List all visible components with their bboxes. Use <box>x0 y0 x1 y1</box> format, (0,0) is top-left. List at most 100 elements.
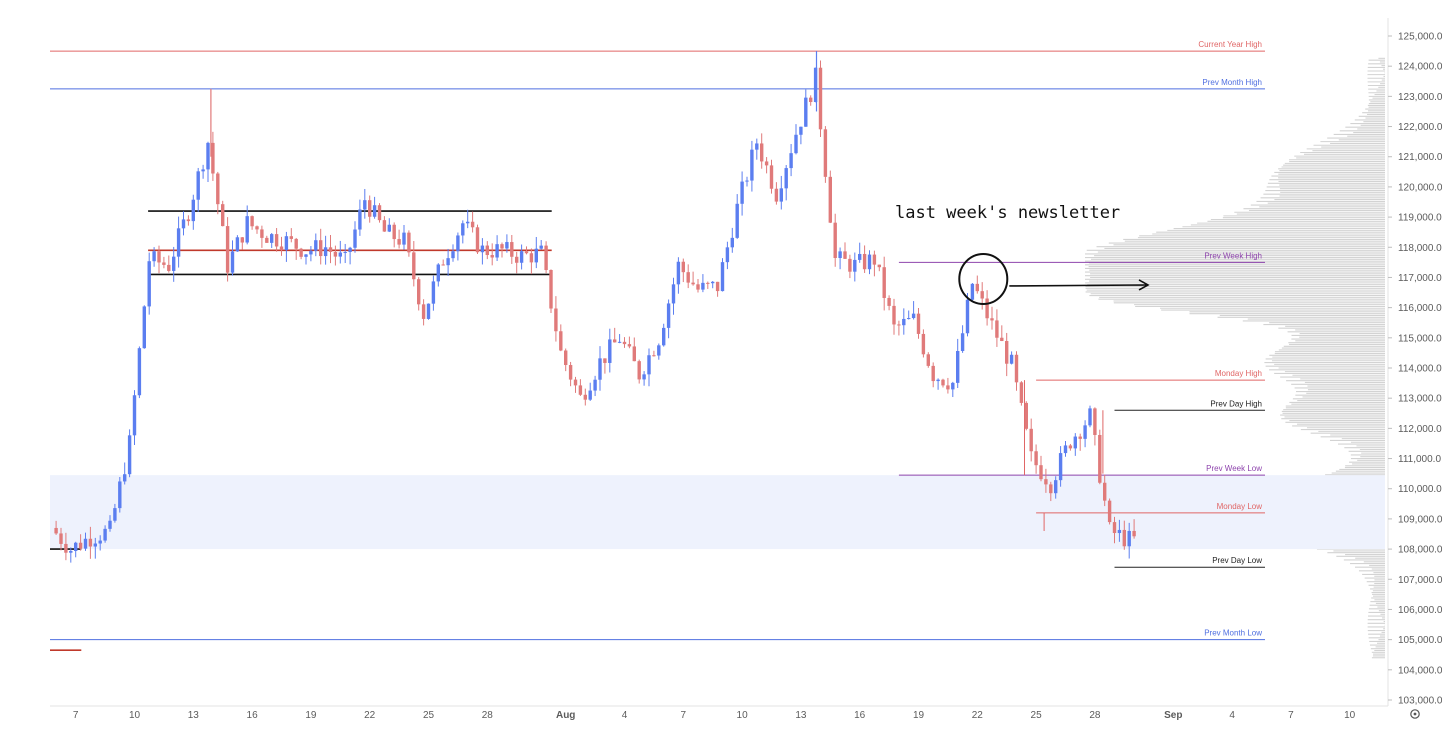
x-tick-label: 28 <box>1089 710 1101 721</box>
candle-body <box>676 261 681 285</box>
candle-body <box>230 251 235 273</box>
candle-body <box>1005 341 1009 364</box>
level-label: Prev Month High <box>1202 78 1262 87</box>
annotation-arrow-icon <box>1009 279 1150 291</box>
y-tick-label: 123,000.0 <box>1398 92 1443 103</box>
candle-body <box>921 333 926 355</box>
settings-icon[interactable] <box>1410 709 1420 719</box>
annotation-circle <box>958 252 1009 305</box>
candle-body <box>328 247 333 252</box>
candle-body <box>250 216 254 227</box>
candle-body <box>588 390 592 400</box>
candle-body <box>931 365 935 382</box>
candle-body <box>813 67 818 103</box>
y-tick-label: 103,000.0 <box>1398 696 1443 707</box>
x-tick-label: 28 <box>482 710 494 721</box>
candle-body <box>88 538 93 547</box>
candle-body <box>647 355 651 375</box>
candle-body <box>147 261 151 307</box>
level-label: Prev Week High <box>1204 251 1262 260</box>
candle-body <box>372 205 377 217</box>
x-tick-label: 7 <box>681 710 687 721</box>
candle-body <box>887 297 891 306</box>
volume-profile <box>1085 57 1385 659</box>
price-axis[interactable]: 103,000.0 104,000.0 105,000.0 106,000.0 107,… <box>1388 32 1443 707</box>
candle-body <box>1039 465 1043 480</box>
candle-body <box>1068 445 1073 449</box>
x-tick-label: 4 <box>1229 710 1235 721</box>
candle-body <box>784 168 788 189</box>
x-tick-label: 13 <box>795 710 807 721</box>
y-tick-label: 122,000.0 <box>1398 122 1443 133</box>
candle-body <box>632 346 636 362</box>
candle-body <box>54 527 58 534</box>
candle-body <box>720 262 725 292</box>
candle-body <box>769 165 774 189</box>
candle-body <box>1044 479 1048 485</box>
candle-body <box>544 245 548 271</box>
candle-body <box>167 264 171 271</box>
candle-body <box>1117 529 1122 534</box>
candle-body <box>1049 484 1053 494</box>
candle-body <box>510 242 514 257</box>
level-label: Current Year High <box>1198 40 1262 49</box>
candle-body <box>990 318 994 321</box>
candle-body <box>799 126 803 135</box>
candle-body <box>319 240 323 257</box>
level-label: Prev Month Low <box>1204 629 1262 638</box>
candle-body <box>1127 530 1131 547</box>
candle-body <box>706 282 710 284</box>
candle-body <box>245 216 249 243</box>
candle-body <box>760 143 764 162</box>
candle-body <box>843 251 847 259</box>
candle-body <box>828 176 832 223</box>
y-tick-label: 108,000.0 <box>1398 545 1443 556</box>
candle-body <box>1000 337 1004 342</box>
candle-body <box>382 220 387 232</box>
candle-body <box>480 245 485 253</box>
candle-body <box>1083 425 1087 439</box>
candle-body <box>495 244 499 258</box>
candle-body <box>162 262 166 265</box>
candle-body <box>69 550 73 553</box>
candle-body <box>323 247 328 257</box>
candle-body <box>1014 354 1019 383</box>
candle-body <box>172 256 176 271</box>
x-tick-label: 19 <box>913 710 925 721</box>
candle-body <box>1098 434 1102 483</box>
candle-body <box>995 320 999 338</box>
candle-body <box>211 142 215 174</box>
time-axis[interactable]: 7 10 13 16 19 22 25 28 Aug 4 7 10 13 16 19 22 25 28 Sep 4 7 1… <box>50 705 1388 721</box>
candle-body <box>417 279 421 305</box>
candle-body <box>456 235 460 252</box>
candle-body <box>304 254 308 257</box>
candle-body <box>593 379 597 391</box>
y-tick-label: 104,000.0 <box>1398 665 1443 676</box>
candle-body <box>740 181 744 204</box>
x-tick-label: 22 <box>972 710 984 721</box>
y-tick-label: 117,000.0 <box>1398 273 1442 284</box>
candle-body <box>1054 480 1058 494</box>
candle-body <box>779 188 783 202</box>
candle-body <box>505 242 509 249</box>
candle-body <box>255 226 259 230</box>
candle-body <box>1103 482 1107 501</box>
y-tick-label: 124,000.0 <box>1398 62 1443 73</box>
candle-body <box>446 258 450 266</box>
candle-body <box>652 355 656 357</box>
candle-body <box>1024 402 1028 429</box>
candle-body <box>970 283 975 300</box>
candle-body <box>113 508 117 521</box>
candle-body <box>951 382 955 390</box>
candle-body <box>1112 522 1117 534</box>
candle-body <box>578 385 583 395</box>
candle-body <box>137 348 142 396</box>
candle-body <box>696 284 700 290</box>
candle-body <box>564 350 568 366</box>
x-tick-label: 7 <box>1288 710 1294 721</box>
candle-body <box>93 543 97 547</box>
candle-body <box>794 134 798 154</box>
candle-body <box>353 229 357 248</box>
x-tick-label: 4 <box>622 710 628 721</box>
